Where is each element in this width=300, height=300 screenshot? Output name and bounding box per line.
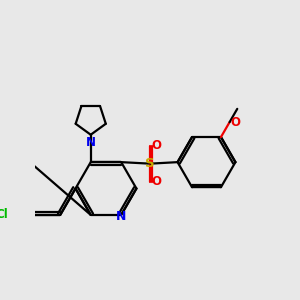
Text: O: O [151,139,161,152]
Text: S: S [145,157,155,170]
Text: N: N [86,136,96,149]
Text: Cl: Cl [0,208,9,221]
Text: N: N [116,210,126,223]
Text: O: O [230,116,240,129]
Text: O: O [151,175,161,188]
